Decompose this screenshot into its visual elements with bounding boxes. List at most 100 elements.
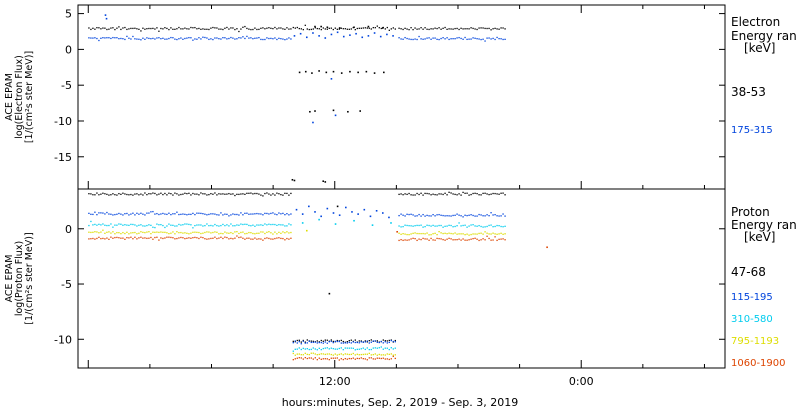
data-point [482,226,484,228]
data-point [294,354,296,356]
data-point [228,232,230,234]
data-point [416,215,418,217]
data-point [466,38,468,41]
data-point [414,225,416,227]
data-point [300,343,302,345]
data-point [264,38,266,41]
data-point [354,341,356,344]
data-point [284,232,286,234]
data-point [170,27,172,29]
data-point [234,225,236,227]
data-point [366,353,368,355]
data-point [378,347,380,349]
data-point [274,37,276,39]
data-point [102,192,104,194]
data-point [288,194,290,196]
data-point [418,193,420,196]
data-point [94,211,96,213]
data-point [492,192,494,195]
data-point [176,231,178,233]
data-point [144,237,146,239]
data-point [460,225,462,227]
data-point [150,236,152,239]
data-point [464,192,466,194]
data-point [100,237,102,240]
data-point [386,26,388,29]
data-point [386,353,388,355]
data-point [232,238,234,240]
data-point [490,233,492,235]
data-point [342,358,344,361]
data-point [474,37,476,39]
data-point [364,27,366,29]
data-point [258,238,260,240]
data-point [365,70,368,73]
data-point [458,222,460,224]
data-point [166,27,168,30]
data-point [500,27,502,29]
data-point [270,37,272,40]
data-point [402,232,404,235]
data-point [210,27,212,29]
data-point [286,237,288,240]
data-point [464,36,466,39]
data-point [478,194,480,196]
data-point [212,231,214,234]
data-point [304,356,306,359]
data-point [482,27,484,29]
data-point [132,212,134,214]
data-point [456,27,458,30]
data-point [446,194,448,196]
data-point [398,37,400,39]
data-point [332,70,335,73]
data-point [430,237,432,240]
data-point [262,195,264,197]
data-point [383,71,385,74]
data-point [442,226,444,228]
data-point [336,28,338,30]
data-point [220,236,222,238]
data-point [352,347,354,349]
data-point [228,37,230,40]
proton-series-47-68 [88,191,506,343]
data-point [384,28,386,30]
data-point [284,192,286,194]
data-point [204,213,206,215]
data-point [158,37,160,39]
data-point [400,239,402,241]
data-point [126,231,128,233]
data-point [322,27,324,29]
data-point [404,36,406,39]
data-point [202,28,204,30]
data-point [372,26,374,29]
data-point [470,27,472,29]
data-point [322,340,324,342]
data-point [236,230,238,233]
data-point [194,231,196,233]
data-point [174,225,176,227]
data-point [386,340,388,342]
data-point [314,110,316,112]
data-point [158,193,160,195]
data-point [114,236,116,239]
data-point [128,237,130,239]
data-point [372,358,374,360]
proton-legend-title: Proton [731,205,770,219]
data-point [338,214,341,217]
data-point [299,32,302,35]
data-point [462,38,464,40]
data-point [178,213,180,216]
data-point [388,339,390,342]
data-point [150,232,152,235]
data-point [398,232,400,234]
data-point [480,27,482,29]
data-point [260,231,262,233]
data-point [428,193,430,195]
data-point [426,28,428,30]
data-point [502,192,504,194]
data-point [92,213,94,216]
data-point [116,224,118,226]
data-point [308,353,310,356]
data-point [350,342,352,344]
